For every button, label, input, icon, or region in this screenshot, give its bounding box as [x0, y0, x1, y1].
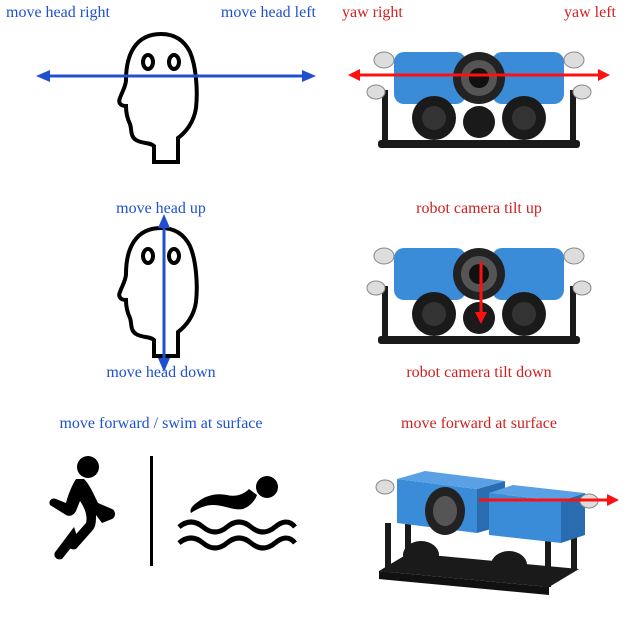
human-tilt-cell: move head up move head down: [6, 200, 316, 408]
human-tilt-arrow-icon: [154, 214, 174, 372]
running-person-icon: [26, 451, 126, 571]
robot-forward-cell: move forward at surface: [324, 415, 634, 625]
human-yaw-left-label: move head left: [221, 4, 316, 22]
rov-front-icon: [354, 30, 604, 160]
human-yaw-right-label: move head right: [6, 4, 110, 22]
robot-forward-arrow-icon: [479, 493, 619, 507]
robot-forward-label: move forward at surface: [324, 415, 634, 433]
swimming-person-icon: [177, 461, 297, 561]
human-head-tilt-figure: [106, 220, 216, 360]
rov-forward-figure: [349, 439, 609, 599]
human-yaw-cell: move head right move head left: [6, 4, 316, 192]
human-forward-figure: [26, 451, 297, 571]
robot-yaw-cell: yaw right yaw left: [324, 4, 634, 192]
head-outline-icon: [106, 26, 216, 166]
robot-yaw-left-label: yaw left: [564, 4, 616, 22]
robot-tilt-arrow-icon: [472, 256, 490, 324]
robot-yaw-right-label: yaw right: [342, 4, 403, 22]
human-head-yaw-figure: [106, 26, 216, 166]
rov-yaw-figure: [354, 30, 604, 160]
robot-tilt-up-label: robot camera tilt up: [324, 200, 634, 218]
robot-tilt-down-label: robot camera tilt down: [324, 364, 634, 382]
human-yaw-labels: move head right move head left: [6, 4, 316, 22]
robot-yaw-arrow-icon: [348, 66, 610, 84]
mapping-grid: move head right move head left yaw right…: [0, 0, 640, 629]
human-forward-label: move forward / swim at surface: [6, 415, 316, 433]
robot-tilt-cell: robot camera tilt up: [324, 200, 634, 408]
rov-tilt-figure: [354, 226, 604, 356]
robot-yaw-labels: yaw right yaw left: [324, 4, 634, 22]
vertical-divider: [150, 456, 153, 566]
human-yaw-arrow-icon: [36, 66, 316, 86]
human-forward-cell: move forward / swim at surface: [6, 415, 316, 625]
rov-isometric-icon: [349, 439, 609, 599]
